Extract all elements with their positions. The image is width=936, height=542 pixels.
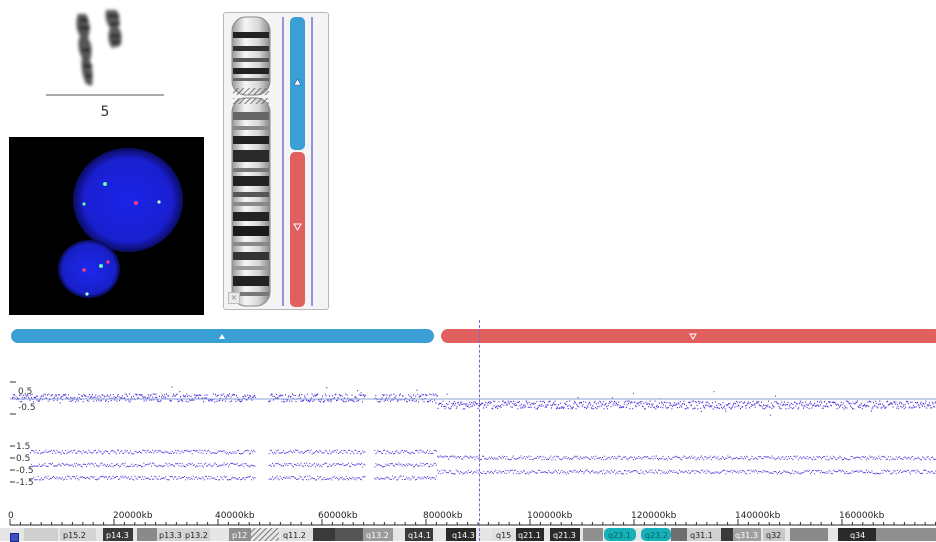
- band-label: p13.3: [159, 531, 182, 540]
- ruler-label-20000kb: 20000kb: [113, 511, 153, 521]
- log-ratio-probes: [12, 386, 936, 416]
- band-label: q21.1: [518, 531, 541, 540]
- ruler-label-100000kb: 100000kb: [527, 511, 573, 521]
- chromosome-label: 5: [100, 104, 110, 120]
- karyogram-chromosome-pair: [46, 10, 164, 96]
- band-label: p14.3: [106, 531, 129, 540]
- track2-tick-3: -0.5: [16, 466, 34, 476]
- band-label: q13.2: [366, 531, 389, 540]
- band-label: q21.3: [553, 531, 576, 540]
- segment-bar: [11, 329, 936, 343]
- track1-tick-upper: 0.5: [18, 387, 32, 397]
- band-label: q11.2: [283, 531, 306, 540]
- band-label: p12: [232, 531, 247, 540]
- band-label: q31.1: [690, 531, 713, 540]
- band-label: p13.2: [185, 531, 208, 540]
- allele-frequency-probes: [30, 449, 936, 481]
- band-label: q23.1: [608, 531, 631, 540]
- band-label: q14.1: [408, 531, 431, 540]
- track1-tick-lower: -0.5: [18, 403, 36, 413]
- cytoband-strip: p15.2 p14.3 p13.3 p13.2 p12 q11.2 q13.2 …: [0, 528, 936, 541]
- chromosome-ideogram: [231, 16, 313, 307]
- ruler-label-40000kb: 40000kb: [215, 511, 255, 521]
- ruler-label-80000kb: 80000kb: [423, 511, 463, 521]
- ruler-label-160000kb: 160000kb: [839, 511, 885, 521]
- band-label: q15: [496, 531, 511, 540]
- track2-tick-1: 1.5: [16, 442, 30, 452]
- ruler-label-60000kb: 60000kb: [318, 511, 358, 521]
- allele-frequency-track: 1.5 0.5 -0.5 -1.5: [10, 442, 936, 488]
- track2-tick-2: 0.5: [16, 454, 30, 464]
- ruler-label-120000kb: 120000kb: [631, 511, 677, 521]
- position-cursor[interactable]: [479, 320, 480, 541]
- fish-image: [9, 137, 204, 315]
- band-label: p15.2: [63, 531, 86, 540]
- band-label: q32: [766, 531, 781, 540]
- band-label: q14.3: [452, 531, 475, 540]
- log-ratio-track: 0.5 -0.5: [10, 381, 936, 416]
- ruler-label-140000kb: 140000kb: [735, 511, 781, 521]
- ruler-label-0: 0: [8, 511, 14, 521]
- ideogram-collapse-icon[interactable]: ×: [228, 292, 240, 304]
- track2-tick-4: -1.5: [16, 478, 34, 488]
- band-label: q34: [850, 531, 865, 540]
- genomic-ruler: 0 20000kb 40000kb 60000kb 80000kb 100000…: [8, 511, 936, 526]
- band-label: q23.2: [645, 531, 668, 540]
- band-label: q31.3: [735, 531, 758, 540]
